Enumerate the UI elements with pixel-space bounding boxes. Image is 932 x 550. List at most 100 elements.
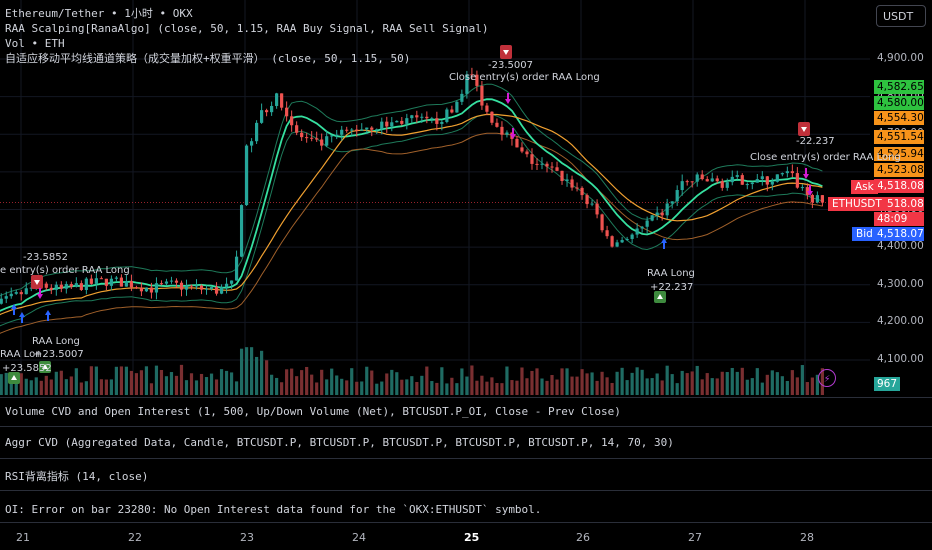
time-tick: 24 xyxy=(352,531,366,544)
price-tick: 4,300.00 xyxy=(877,277,924,290)
candle-body xyxy=(295,125,299,133)
pane-cvd-oi[interactable]: Volume CVD and Open Interest (1, 500, Up… xyxy=(5,405,621,418)
volume-bar xyxy=(315,382,319,395)
volume-bar xyxy=(224,370,229,395)
pane-separator[interactable] xyxy=(0,397,932,398)
candle-body xyxy=(325,136,329,146)
volume-bar xyxy=(540,378,544,395)
candle-body xyxy=(244,145,249,206)
candle-body xyxy=(310,137,314,139)
lower-band-line xyxy=(0,113,823,327)
candle-body xyxy=(405,118,409,124)
candle-body xyxy=(350,129,354,131)
time-tick: 23 xyxy=(240,531,254,544)
volume-bar xyxy=(605,377,609,395)
candle-body xyxy=(615,242,619,247)
candle-body xyxy=(164,281,169,284)
currency-selector[interactable]: USDT xyxy=(876,5,926,27)
ask-label: Ask xyxy=(851,180,878,194)
volume-bar xyxy=(260,350,264,395)
volume-bar xyxy=(380,381,384,395)
pane-oi-error[interactable]: OI: Error on bar 23280: No Open Interest… xyxy=(5,503,542,516)
pane-aggr-cvd[interactable]: Aggr CVD (Aggregated Data, Candle, BTCUS… xyxy=(5,436,674,449)
candle-body xyxy=(675,190,679,202)
candle-body xyxy=(665,203,669,216)
candle-body xyxy=(815,195,819,203)
volume-bar xyxy=(735,371,739,395)
candle-body xyxy=(660,212,664,216)
candle-body xyxy=(685,181,689,183)
channel-bands xyxy=(0,83,823,334)
candle-body xyxy=(750,182,754,185)
legend-volume[interactable]: Vol • ETH xyxy=(5,37,65,50)
volume-bar xyxy=(710,378,714,395)
candle-body xyxy=(335,134,339,136)
volume-bar xyxy=(730,367,734,395)
sell-arrow-icon xyxy=(801,127,807,132)
volume-bar xyxy=(39,380,43,395)
candle-body xyxy=(580,187,584,196)
volume-bar xyxy=(270,374,274,395)
volume-bar xyxy=(295,376,299,395)
volume-bar xyxy=(169,372,174,395)
volume-bar xyxy=(159,369,164,395)
candle-body xyxy=(455,101,459,113)
candle-body xyxy=(740,175,744,185)
pane-separator[interactable] xyxy=(0,426,932,427)
time-tick: 22 xyxy=(128,531,142,544)
candle-body xyxy=(495,122,499,127)
down-arrow-icon xyxy=(510,128,516,139)
sell2-pnl: -22.237 xyxy=(796,136,835,147)
candle-body xyxy=(204,288,209,290)
volume-bar xyxy=(184,380,189,395)
candle-body xyxy=(305,137,309,139)
volume-bar xyxy=(410,376,414,395)
pane-separator[interactable] xyxy=(0,458,932,459)
candle-body xyxy=(79,283,83,290)
candle-body xyxy=(565,179,569,181)
candle-body xyxy=(735,175,739,177)
volume-bar xyxy=(84,381,88,395)
legend-symbol[interactable]: Ethereum/Tether • 1小时 • OKX xyxy=(5,7,193,20)
volume-bar xyxy=(4,372,8,395)
volume-bar xyxy=(705,373,709,395)
legend-channel-strategy[interactable]: 自适应移动平均线通道策略（成交量加权+权重平滑） (close, 50, 1.1… xyxy=(5,52,411,65)
volume-bar xyxy=(129,370,134,395)
candle-body xyxy=(270,105,274,113)
volume-bar xyxy=(670,374,674,395)
pane-separator[interactable] xyxy=(0,490,932,491)
candle-body xyxy=(340,129,344,135)
volume-bar xyxy=(94,366,98,395)
lightning-icon[interactable]: ⚡ xyxy=(818,369,836,387)
volume-bar xyxy=(99,379,103,395)
candle-body xyxy=(640,226,644,229)
candle-body xyxy=(395,120,399,123)
volume-bar xyxy=(340,378,344,395)
volume-bar xyxy=(695,365,699,395)
pane-separator[interactable] xyxy=(0,522,932,523)
price-level-label: 4,518.07 xyxy=(874,227,924,241)
candle-body xyxy=(570,179,574,188)
lower-channel-line xyxy=(0,132,823,334)
candle-body xyxy=(770,181,774,185)
candle-body xyxy=(134,287,139,289)
buy1-pnl: +23.5007 xyxy=(34,349,84,360)
volume-bar xyxy=(164,376,169,395)
candle-body xyxy=(780,173,784,175)
volume-bar xyxy=(765,374,769,395)
candle-body xyxy=(575,187,579,189)
volume-bar xyxy=(154,365,159,395)
candle-body xyxy=(44,283,48,288)
pane-rsi[interactable]: RSI背离指标 (14, close) xyxy=(5,470,149,483)
volume-bar xyxy=(385,373,389,395)
down-arrow-icon xyxy=(807,185,813,196)
candle-body xyxy=(194,285,199,287)
volume-bar xyxy=(214,379,219,395)
buy2-text: RAA Long xyxy=(647,268,695,279)
candle-body xyxy=(4,296,8,299)
legend-raa-scalping[interactable]: RAA Scalping[RanaAlgo] (close, 50, 1.15,… xyxy=(5,22,489,35)
candle-body xyxy=(425,116,429,119)
sell0-text: e entry(s) order RAA Long xyxy=(0,265,130,276)
price-level-label: 4,554.30 xyxy=(874,111,924,125)
